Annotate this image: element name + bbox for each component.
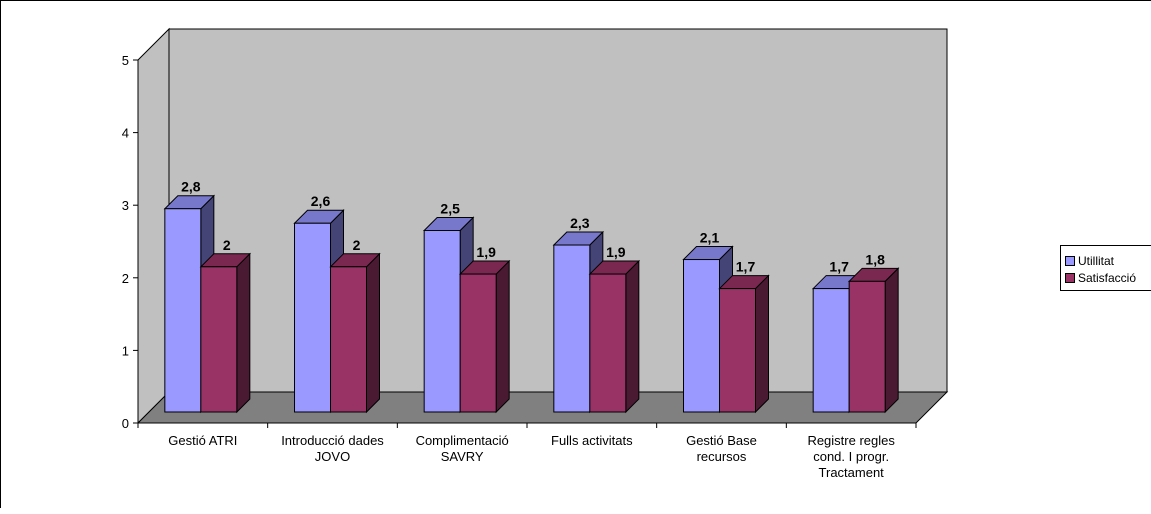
x-category-label-line: cond. I progr.	[813, 449, 889, 464]
x-category-label: Fulls activitats	[551, 433, 633, 448]
x-category-label: Gestió Base recursos	[686, 433, 757, 464]
legend-item-utilitat: Utillitat	[1065, 253, 1114, 269]
y-tick-label: 1	[122, 343, 129, 358]
data-label-satisfaccio: 1,7	[736, 259, 756, 275]
bar-utilitat	[294, 222, 331, 413]
x-category-label-line: SAVRY	[441, 449, 484, 464]
bar-side-satisfaccio	[755, 274, 769, 414]
legend-label-utilitat: Utillitat	[1078, 254, 1115, 268]
data-label-utilitat: 2,3	[570, 215, 590, 231]
bar-side-satisfaccio	[366, 252, 380, 414]
bar-side-satisfaccio	[625, 259, 640, 414]
bar-satisfaccio	[719, 288, 756, 413]
legend-swatch-utilitat	[1065, 256, 1075, 266]
x-category-label-line: Registre regles	[807, 433, 895, 448]
x-category-label: Introducció dades JOVO	[281, 433, 384, 464]
legend-item-satisfaccio: Satisfacció	[1065, 270, 1136, 286]
x-category-label-line: Fulls activitats	[551, 433, 633, 448]
bar-satisfaccio	[330, 266, 367, 413]
bar-utilitat	[683, 259, 720, 413]
x-category-label-line: Gestió Base	[686, 433, 757, 448]
data-label-utilitat: 2,8	[181, 179, 201, 195]
y-tick-label: 3	[122, 198, 129, 213]
y-tick-label: 0	[122, 416, 129, 431]
bar-utilitat	[812, 288, 850, 413]
legend-swatch-satisfaccio	[1065, 273, 1075, 283]
bar-side-satisfaccio	[495, 259, 510, 414]
data-label-satisfaccio: 1,9	[476, 244, 496, 260]
y-tick-label: 5	[122, 53, 129, 68]
x-category-label: Gestió ATRI	[168, 433, 237, 448]
x-category-label-line: Introducció dades	[281, 433, 384, 448]
bar-side-satisfaccio	[884, 267, 899, 414]
data-label-utilitat: 2,6	[311, 193, 331, 209]
bar-utilitat	[553, 244, 591, 413]
x-category-label-line: JOVO	[315, 449, 350, 464]
bar-utilitat	[164, 208, 202, 413]
x-category-label-line: Tractament	[819, 465, 885, 480]
data-label-satisfaccio: 2	[223, 237, 231, 253]
data-label-utilitat: 2,1	[700, 230, 720, 246]
data-label-satisfaccio: 2	[353, 237, 361, 253]
data-label-satisfaccio: 1,9	[606, 244, 626, 260]
bar-satisfaccio	[200, 266, 238, 413]
y-tick-label: 2	[122, 271, 129, 286]
bar-satisfaccio	[459, 273, 497, 413]
data-label-utilitat: 1,7	[829, 259, 849, 275]
bar-satisfaccio	[589, 273, 627, 413]
x-category-label-line: recursos	[697, 449, 747, 464]
bar-side-satisfaccio	[236, 252, 251, 414]
data-label-satisfaccio: 1,8	[865, 251, 885, 267]
bar-satisfaccio	[848, 280, 886, 413]
data-label-utilitat: 2,5	[440, 201, 460, 217]
x-category-label: Complimentació SAVRY	[416, 433, 509, 464]
x-category-label: Registre regles cond. I progr. Tractament	[807, 433, 895, 480]
y-tick-label: 4	[122, 126, 129, 141]
x-category-label-line: Complimentació	[416, 433, 509, 448]
bar-utilitat	[423, 230, 461, 413]
legend: Utillitat Satisfacció	[1060, 245, 1151, 291]
legend-label-satisfaccio: Satisfacció	[1078, 271, 1137, 285]
x-category-label-line: Gestió ATRI	[168, 433, 237, 448]
